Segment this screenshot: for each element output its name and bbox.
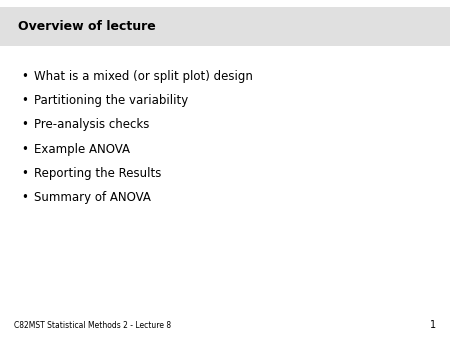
Text: Summary of ANOVA: Summary of ANOVA bbox=[34, 191, 151, 204]
Text: •: • bbox=[21, 167, 28, 180]
Text: Partitioning the variability: Partitioning the variability bbox=[34, 94, 188, 107]
Text: •: • bbox=[21, 118, 28, 131]
Text: 1: 1 bbox=[430, 319, 436, 330]
Text: •: • bbox=[21, 70, 28, 82]
Text: Pre-analysis checks: Pre-analysis checks bbox=[34, 118, 149, 131]
Text: Reporting the Results: Reporting the Results bbox=[34, 167, 161, 180]
Text: C82MST Statistical Methods 2 - Lecture 8: C82MST Statistical Methods 2 - Lecture 8 bbox=[14, 320, 171, 330]
Text: What is a mixed (or split plot) design: What is a mixed (or split plot) design bbox=[34, 70, 252, 82]
Text: •: • bbox=[21, 191, 28, 204]
Text: Example ANOVA: Example ANOVA bbox=[34, 143, 130, 155]
FancyBboxPatch shape bbox=[0, 7, 450, 46]
Text: Overview of lecture: Overview of lecture bbox=[18, 20, 156, 33]
Text: •: • bbox=[21, 94, 28, 107]
Text: •: • bbox=[21, 143, 28, 155]
